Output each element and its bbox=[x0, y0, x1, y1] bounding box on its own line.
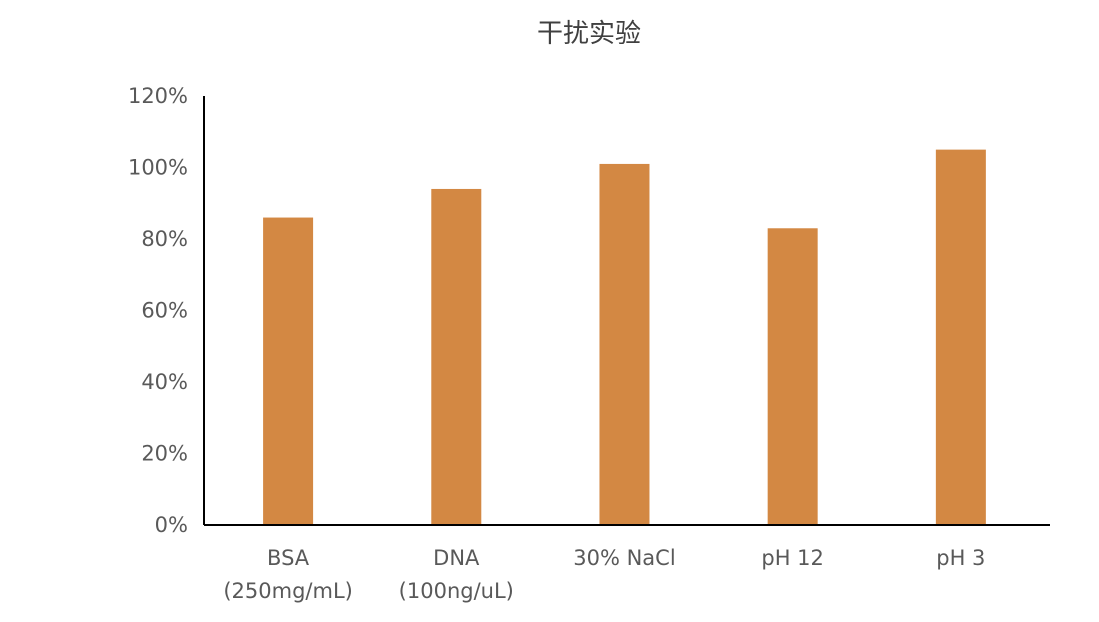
bar bbox=[599, 163, 650, 526]
x-tick-label-line: pH 12 bbox=[761, 546, 824, 570]
x-axis-labels: BSA (250mg/mL) DNA (100ng/uL) 30% NaCl pH 12 p… bbox=[223, 546, 985, 603]
x-tick-label-line: BSA bbox=[267, 546, 310, 570]
bar bbox=[767, 228, 818, 525]
x-tick-label: BSA (250mg/mL) bbox=[223, 546, 353, 603]
x-tick-label: DNA (100ng/uL) bbox=[399, 546, 514, 603]
x-tick-label: pH 3 bbox=[936, 546, 985, 570]
bar bbox=[263, 217, 314, 526]
x-tick-label-line: 30% NaCl bbox=[573, 546, 675, 570]
bar bbox=[935, 149, 986, 525]
y-tick-label: 60% bbox=[141, 299, 188, 323]
x-tick-label: 30% NaCl bbox=[573, 546, 675, 570]
x-tick-label-line: pH 3 bbox=[936, 546, 985, 570]
y-tick-label: 40% bbox=[141, 370, 188, 394]
y-tick-label: 20% bbox=[141, 442, 188, 466]
x-tick-label-line: (100ng/uL) bbox=[399, 579, 514, 603]
y-axis-ticks: 0% 20% 40% 60% 80% 100% 120% bbox=[128, 84, 188, 537]
x-tick-label: pH 12 bbox=[761, 546, 824, 570]
chart-title: 干扰实验 bbox=[537, 19, 641, 49]
y-tick-label: 0% bbox=[155, 513, 188, 537]
y-tick-label: 120% bbox=[128, 84, 188, 108]
y-tick-label: 100% bbox=[128, 156, 188, 180]
bar bbox=[431, 188, 482, 525]
x-tick-label-line: (250mg/mL) bbox=[223, 579, 353, 603]
bar-series bbox=[263, 149, 986, 526]
y-tick-label: 80% bbox=[141, 227, 188, 251]
x-tick-label-line: DNA bbox=[433, 546, 480, 570]
